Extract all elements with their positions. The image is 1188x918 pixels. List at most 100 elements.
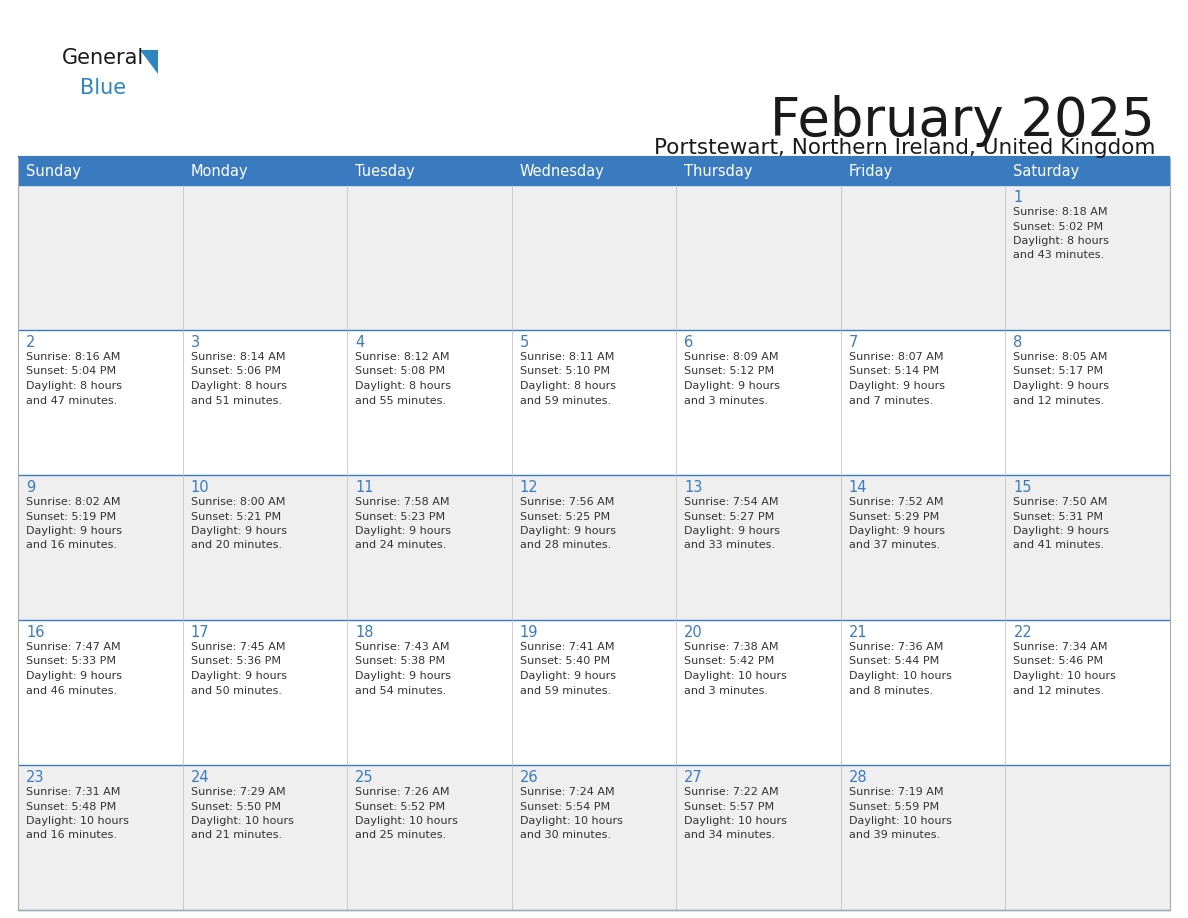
Text: Sunrise: 7:43 AM: Sunrise: 7:43 AM [355, 642, 449, 652]
Text: Daylight: 10 hours: Daylight: 10 hours [849, 671, 952, 681]
Bar [18, 475, 183, 620]
Bar [347, 765, 512, 910]
Text: and 12 minutes.: and 12 minutes. [1013, 686, 1105, 696]
Text: Daylight: 9 hours: Daylight: 9 hours [519, 526, 615, 536]
Text: and 39 minutes.: and 39 minutes. [849, 831, 940, 841]
Text: Wednesday: Wednesday [519, 164, 605, 179]
Text: Sunset: 5:31 PM: Sunset: 5:31 PM [1013, 511, 1104, 521]
Text: and 59 minutes.: and 59 minutes. [519, 396, 611, 406]
Text: 1: 1 [1013, 190, 1023, 205]
Text: Sunrise: 7:38 AM: Sunrise: 7:38 AM [684, 642, 779, 652]
Text: and 47 minutes.: and 47 minutes. [26, 396, 118, 406]
Text: Sunset: 5:14 PM: Sunset: 5:14 PM [849, 366, 939, 376]
Text: Daylight: 8 hours: Daylight: 8 hours [190, 381, 286, 391]
Text: Sunset: 5:17 PM: Sunset: 5:17 PM [1013, 366, 1104, 376]
Text: Sunrise: 8:12 AM: Sunrise: 8:12 AM [355, 352, 449, 362]
Text: February 2025: February 2025 [770, 95, 1155, 147]
Text: 21: 21 [849, 625, 867, 640]
Text: Sunset: 5:21 PM: Sunset: 5:21 PM [190, 511, 280, 521]
Text: Sunset: 5:44 PM: Sunset: 5:44 PM [849, 656, 939, 666]
Text: Sunrise: 7:29 AM: Sunrise: 7:29 AM [190, 787, 285, 797]
Text: Sunrise: 7:26 AM: Sunrise: 7:26 AM [355, 787, 449, 797]
Text: Daylight: 10 hours: Daylight: 10 hours [684, 816, 788, 826]
Text: Saturday: Saturday [1013, 164, 1080, 179]
Text: Daylight: 10 hours: Daylight: 10 hours [519, 816, 623, 826]
Text: 13: 13 [684, 480, 702, 495]
Text: 16: 16 [26, 625, 44, 640]
Bar [676, 620, 841, 765]
Text: Daylight: 10 hours: Daylight: 10 hours [355, 816, 459, 826]
Text: Portstewart, Northern Ireland, United Kingdom: Portstewart, Northern Ireland, United Ki… [653, 138, 1155, 158]
Bar [676, 185, 841, 330]
Text: and 20 minutes.: and 20 minutes. [190, 541, 282, 551]
Text: Tuesday: Tuesday [355, 164, 415, 179]
Bar [512, 765, 676, 910]
Text: and 16 minutes.: and 16 minutes. [26, 831, 116, 841]
Text: Sunrise: 8:05 AM: Sunrise: 8:05 AM [1013, 352, 1107, 362]
Bar [512, 185, 676, 330]
Text: and 12 minutes.: and 12 minutes. [1013, 396, 1105, 406]
Text: Sunset: 5:33 PM: Sunset: 5:33 PM [26, 656, 116, 666]
Text: and 41 minutes.: and 41 minutes. [1013, 541, 1105, 551]
Text: Sunrise: 7:34 AM: Sunrise: 7:34 AM [1013, 642, 1108, 652]
Text: Sunset: 5:06 PM: Sunset: 5:06 PM [190, 366, 280, 376]
Text: Sunrise: 7:47 AM: Sunrise: 7:47 AM [26, 642, 121, 652]
Bar [512, 158, 676, 185]
Text: and 30 minutes.: and 30 minutes. [519, 831, 611, 841]
Text: 11: 11 [355, 480, 374, 495]
Text: Daylight: 10 hours: Daylight: 10 hours [684, 671, 788, 681]
Text: and 51 minutes.: and 51 minutes. [190, 396, 282, 406]
Bar [1005, 765, 1170, 910]
Text: 14: 14 [849, 480, 867, 495]
Text: Sunset: 5:29 PM: Sunset: 5:29 PM [849, 511, 939, 521]
Text: 8: 8 [1013, 335, 1023, 350]
Bar [841, 620, 1005, 765]
Bar [347, 330, 512, 475]
Bar [183, 185, 347, 330]
Bar [841, 330, 1005, 475]
Text: and 8 minutes.: and 8 minutes. [849, 686, 933, 696]
Text: Daylight: 9 hours: Daylight: 9 hours [190, 526, 286, 536]
Text: Daylight: 8 hours: Daylight: 8 hours [519, 381, 615, 391]
Text: and 25 minutes.: and 25 minutes. [355, 831, 447, 841]
Text: and 46 minutes.: and 46 minutes. [26, 686, 118, 696]
Text: Sunrise: 7:54 AM: Sunrise: 7:54 AM [684, 497, 779, 507]
Bar [512, 620, 676, 765]
Text: and 3 minutes.: and 3 minutes. [684, 686, 769, 696]
Text: Monday: Monday [190, 164, 248, 179]
Text: Daylight: 9 hours: Daylight: 9 hours [355, 671, 451, 681]
Text: 10: 10 [190, 480, 209, 495]
Bar [841, 475, 1005, 620]
Text: Sunrise: 8:18 AM: Sunrise: 8:18 AM [1013, 207, 1108, 217]
Text: Sunrise: 8:00 AM: Sunrise: 8:00 AM [190, 497, 285, 507]
Bar [183, 765, 347, 910]
Text: Daylight: 9 hours: Daylight: 9 hours [190, 671, 286, 681]
Text: Sunset: 5:59 PM: Sunset: 5:59 PM [849, 801, 939, 812]
Text: Daylight: 10 hours: Daylight: 10 hours [26, 816, 128, 826]
Text: Daylight: 9 hours: Daylight: 9 hours [26, 526, 122, 536]
Text: and 43 minutes.: and 43 minutes. [1013, 251, 1105, 261]
Bar [1005, 620, 1170, 765]
Text: Sunset: 5:57 PM: Sunset: 5:57 PM [684, 801, 775, 812]
Text: Daylight: 10 hours: Daylight: 10 hours [1013, 671, 1117, 681]
Text: Sunrise: 7:52 AM: Sunrise: 7:52 AM [849, 497, 943, 507]
Text: Daylight: 8 hours: Daylight: 8 hours [1013, 236, 1110, 246]
Text: Sunset: 5:02 PM: Sunset: 5:02 PM [1013, 221, 1104, 231]
Text: Daylight: 9 hours: Daylight: 9 hours [684, 381, 781, 391]
Text: Sunrise: 7:56 AM: Sunrise: 7:56 AM [519, 497, 614, 507]
Text: Sunset: 5:42 PM: Sunset: 5:42 PM [684, 656, 775, 666]
Bar [347, 620, 512, 765]
Text: Sunrise: 7:50 AM: Sunrise: 7:50 AM [1013, 497, 1107, 507]
Text: and 3 minutes.: and 3 minutes. [684, 396, 769, 406]
Bar [18, 330, 183, 475]
Text: 19: 19 [519, 625, 538, 640]
Text: Daylight: 8 hours: Daylight: 8 hours [26, 381, 122, 391]
Bar [18, 765, 183, 910]
Text: Sunset: 5:23 PM: Sunset: 5:23 PM [355, 511, 446, 521]
Bar [676, 765, 841, 910]
Text: 2: 2 [26, 335, 36, 350]
Text: 20: 20 [684, 625, 703, 640]
Bar [841, 765, 1005, 910]
Text: 22: 22 [1013, 625, 1032, 640]
Bar [1005, 158, 1170, 185]
